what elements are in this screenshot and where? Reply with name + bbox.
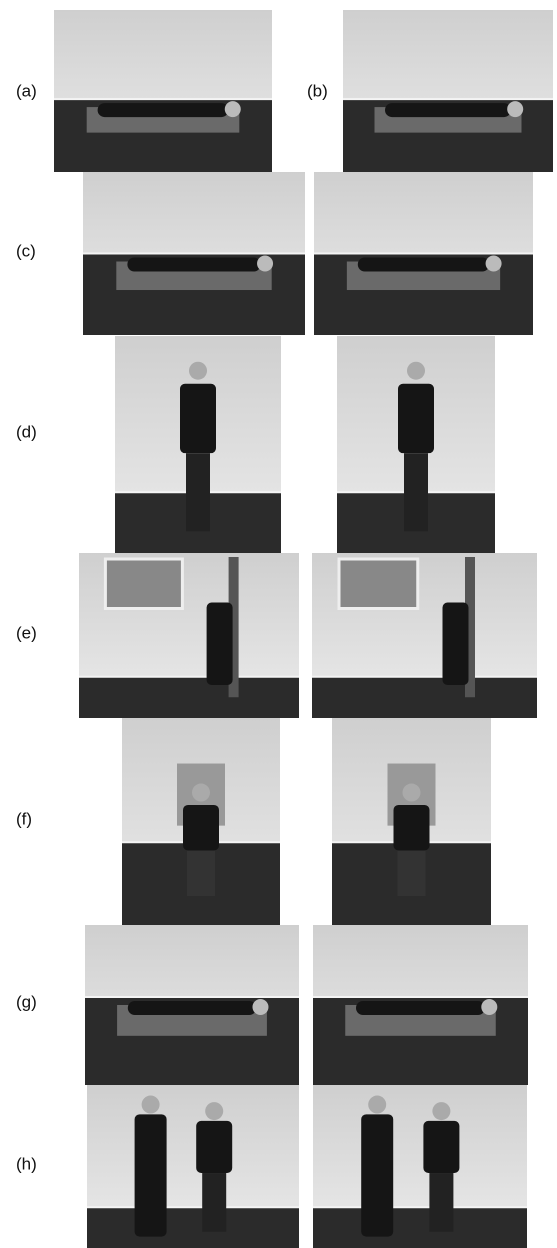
head [507, 101, 524, 118]
window [337, 557, 420, 610]
photo [122, 718, 280, 925]
torso [180, 383, 216, 454]
panel-label: (d) [16, 422, 37, 441]
body [127, 257, 261, 272]
photo [87, 1085, 299, 1248]
panel-label: (e) [16, 623, 37, 642]
head [485, 255, 502, 272]
body [442, 602, 469, 685]
head [432, 1102, 451, 1121]
panel-label: (h) [16, 1154, 37, 1173]
head [407, 361, 425, 380]
floor [313, 1207, 527, 1248]
floor [87, 1207, 299, 1248]
torso [423, 1120, 460, 1174]
torso [183, 804, 219, 851]
photos [54, 10, 553, 1248]
panel-label: (b) [307, 81, 328, 100]
torso [361, 1114, 394, 1237]
head [205, 1102, 224, 1121]
head [368, 1095, 387, 1114]
body [357, 257, 490, 272]
body [127, 1001, 257, 1015]
body [97, 103, 229, 118]
photo [332, 718, 491, 925]
legs [187, 850, 215, 897]
photo [314, 172, 533, 335]
head [257, 255, 274, 272]
frame [228, 557, 239, 698]
photo [79, 553, 299, 718]
head [402, 783, 421, 802]
body [356, 1001, 485, 1015]
head [481, 999, 498, 1015]
legs [397, 850, 426, 897]
body [385, 103, 511, 118]
photo [85, 925, 299, 1085]
torso [196, 1120, 233, 1174]
legs [186, 453, 210, 532]
photo [313, 925, 528, 1085]
legs [429, 1173, 454, 1232]
photo [312, 553, 537, 718]
photo [343, 10, 553, 172]
legs [404, 453, 428, 532]
photo [83, 172, 305, 335]
window [103, 557, 184, 610]
head [141, 1095, 160, 1114]
photo [337, 336, 495, 553]
torso [134, 1114, 167, 1237]
head [189, 361, 207, 380]
photo [54, 10, 272, 172]
floor [312, 676, 537, 718]
panel-label: (a) [16, 81, 37, 100]
head [192, 783, 210, 802]
torso [393, 804, 430, 851]
panel-label: (c) [16, 241, 36, 260]
torso [398, 383, 434, 454]
panel-label: (g) [16, 992, 37, 1011]
legs [202, 1173, 227, 1232]
photo [115, 336, 281, 553]
body [206, 602, 233, 685]
floor [79, 676, 299, 718]
panel-label: (f) [16, 809, 32, 828]
head [252, 999, 269, 1015]
head [224, 101, 241, 118]
frame [465, 557, 475, 698]
photo [313, 1085, 527, 1248]
